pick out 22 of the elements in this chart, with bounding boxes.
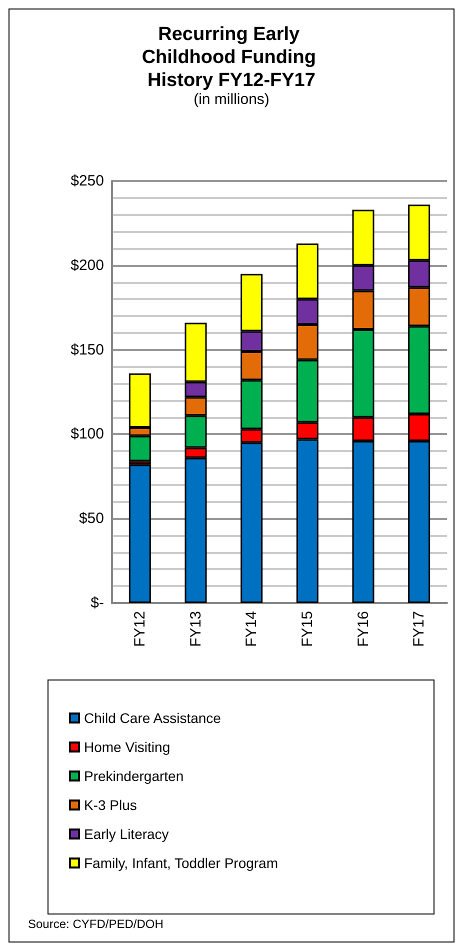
chart-title: Recurring Early Childhood Funding History FY12-FY17 [142, 24, 322, 91]
legend-label: Child Care Assistance [84, 710, 222, 726]
bar [128, 464, 151, 603]
y-tick-label: $- [90, 594, 104, 612]
y-tick-label: $200 [70, 256, 104, 274]
x-tick-label: FY13 [187, 611, 204, 647]
source-note: Source: CYFD/PED/DOH [28, 917, 164, 931]
legend-label: Prekindergarten [84, 768, 184, 784]
legend-label: Early Literacy [84, 826, 169, 842]
legend-label: Family, Infant, Toddler Program [84, 855, 278, 871]
x-tick-label: FY16 [354, 611, 372, 647]
x-tick-label: FY14 [243, 611, 260, 647]
y-tick-label: $50 [78, 510, 104, 528]
legend-label: K-3 Plus [84, 797, 137, 813]
y-tick-label: $250 [70, 172, 104, 190]
chart-subtitle: (in millions) [194, 91, 270, 108]
x-tick-label: FY17 [410, 611, 428, 647]
y-tick-label: $150 [70, 341, 104, 358]
x-tick-label: FY12 [131, 611, 148, 647]
x-tick-label: FY15 [298, 611, 316, 647]
y-tick-label: $100 [70, 426, 104, 443]
legend-label: Home Visiting [84, 739, 170, 755]
